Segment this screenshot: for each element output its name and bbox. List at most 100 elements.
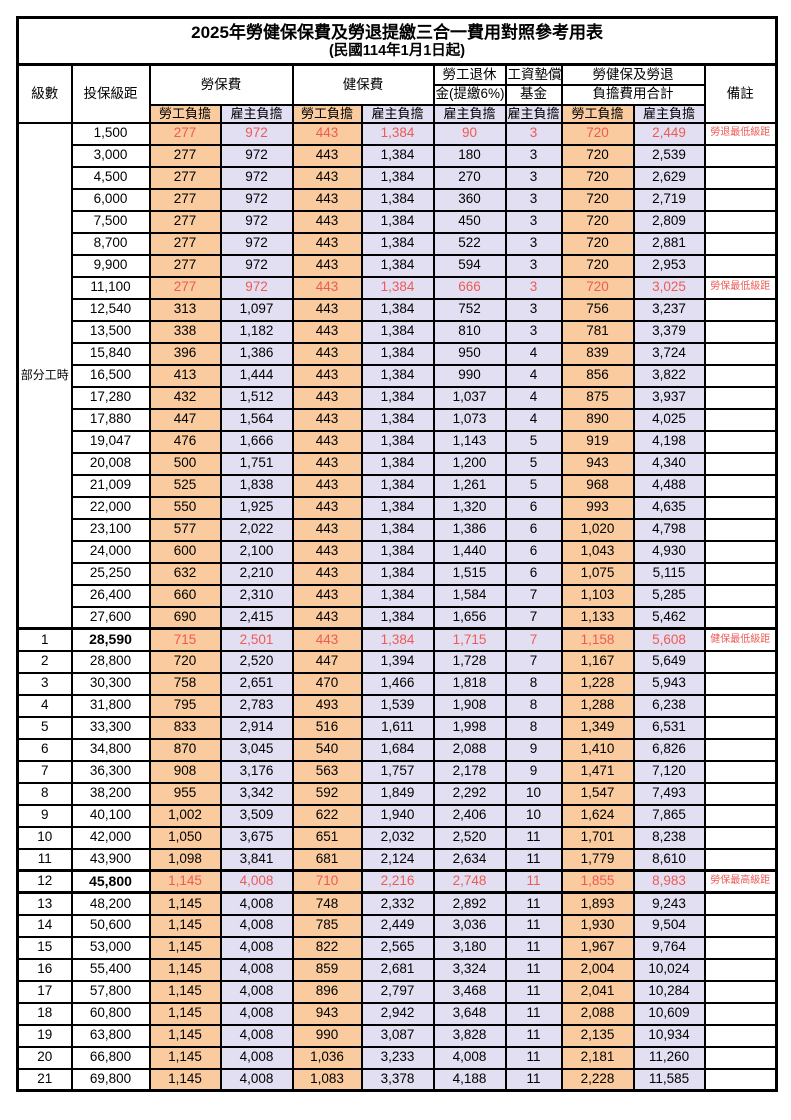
- cell-pension-employer: 3,180: [432, 935, 507, 960]
- cell-pension-employer: 2,520: [432, 825, 507, 850]
- cell-level: 3: [16, 671, 73, 696]
- cell-wage-fund-employer: 5: [504, 473, 563, 498]
- cell-health-employee: 822: [291, 935, 363, 960]
- table-row: 16,500 413 1,444 443 1,384 990 4 856 3,822: [18, 363, 778, 388]
- cell-labor-employee: 600: [148, 539, 222, 564]
- cell-labor-employer: 2,520: [219, 649, 294, 674]
- cell-insured-bracket: 34,800: [70, 737, 151, 762]
- table-row: 4,500 277 972 443 1,384 270 3 720 2,629: [18, 165, 778, 190]
- cell-remark: [703, 143, 778, 168]
- cell-pension-employer: 3,828: [432, 1023, 507, 1048]
- cell-total-employer: 5,649: [632, 649, 706, 674]
- cell-pension-employer: 2,892: [432, 891, 507, 916]
- cell-wage-fund-employer: 3: [504, 165, 563, 190]
- page-subtitle: (民國114年1月1日起): [328, 42, 466, 59]
- col-header-level: 級數: [16, 63, 73, 124]
- table-row: 27,600 690 2,415 443 1,384 1,656 7 1,133 5,462: [18, 605, 778, 630]
- cell-labor-employer: 3,342: [219, 781, 294, 806]
- table-row: 26,400 660 2,310 443 1,384 1,584 7 1,103 5,285: [18, 583, 778, 608]
- cell-labor-employer: 1,386: [219, 341, 294, 366]
- cell-total-employer: 8,983: [632, 869, 706, 895]
- cell-total-employer: 3,724: [632, 341, 706, 366]
- cell-labor-employee: 1,145: [148, 891, 222, 916]
- cell-pension-employer: 1,261: [432, 473, 507, 498]
- cell-level: 20: [16, 1045, 73, 1070]
- cell-health-employee: 443: [291, 473, 363, 498]
- table-row: 24,000 600 2,100 443 1,384 1,440 6 1,043 4,930: [18, 539, 778, 564]
- cell-health-employee: 443: [291, 121, 363, 146]
- cell-total-employer: 6,238: [632, 693, 706, 718]
- cell-wage-fund-employer: 11: [504, 825, 563, 850]
- cell-health-employer: 1,384: [360, 143, 435, 168]
- cell-pension-employer: 1,073: [432, 407, 507, 432]
- cell-insured-bracket: 1,500: [70, 121, 151, 146]
- cell-total-employee: 856: [560, 363, 635, 388]
- cell-health-employer: 2,332: [360, 891, 435, 916]
- cell-total-employee: 1,167: [560, 649, 635, 674]
- cell-remark: [703, 319, 778, 344]
- cell-total-employer: 8,238: [632, 825, 706, 850]
- cell-level: 17: [16, 979, 73, 1004]
- cell-total-employee: 1,930: [560, 913, 635, 938]
- cell-remark: [703, 1001, 778, 1026]
- cell-remark: [703, 561, 778, 586]
- cell-total-employer: 7,865: [632, 803, 706, 828]
- cell-insured-bracket: 8,700: [70, 231, 151, 256]
- cell-total-employee: 720: [560, 165, 635, 190]
- table-row: 16 55,400 1,145 4,008 859 2,681 3,324 11 2,004 10…: [16, 957, 778, 982]
- cell-health-employee: 1,083: [291, 1067, 363, 1092]
- cell-labor-employee: 660: [148, 583, 222, 608]
- cell-wage-fund-employer: 8: [504, 715, 563, 740]
- cell-wage-fund-employer: 10: [504, 803, 563, 828]
- cell-total-employee: 720: [560, 121, 635, 146]
- cell-health-employer: 2,032: [360, 825, 435, 850]
- cell-total-employee: 720: [560, 253, 635, 278]
- cell-total-employee: 1,779: [560, 847, 635, 872]
- cell-total-employer: 10,024: [632, 957, 706, 982]
- cell-health-employer: 2,565: [360, 935, 435, 960]
- cell-labor-employee: 277: [148, 121, 222, 146]
- cell-health-employer: 1,384: [360, 517, 435, 542]
- table-row: 13,500 338 1,182 443 1,384 810 3 781 3,379: [18, 319, 778, 344]
- table-row: 20 66,800 1,145 4,008 1,036 3,233 4,008 11 2,181…: [16, 1045, 778, 1070]
- cell-total-employer: 5,608: [632, 627, 706, 652]
- cell-level: 15: [16, 935, 73, 960]
- cell-level: 6: [16, 737, 73, 762]
- table-row: 9,900 277 972 443 1,384 594 3 720 2,953: [18, 253, 778, 278]
- cell-remark: [703, 957, 778, 982]
- cell-total-employee: 756: [560, 297, 635, 322]
- cell-remark: [703, 297, 778, 322]
- cell-insured-bracket: 28,590: [70, 627, 151, 652]
- cell-total-employer: 5,462: [632, 605, 706, 630]
- cell-level: 12: [16, 869, 73, 895]
- cell-health-employer: 1,940: [360, 803, 435, 828]
- cell-wage-fund-employer: 6: [504, 495, 563, 520]
- table-row: 17,280 432 1,512 443 1,384 1,037 4 875 3,937: [18, 385, 778, 410]
- cell-health-employer: 1,384: [360, 121, 435, 146]
- cell-health-employee: 592: [291, 781, 363, 806]
- cell-total-employer: 4,340: [632, 451, 706, 476]
- cell-total-employee: 1,103: [560, 583, 635, 608]
- cell-health-employee: 443: [291, 363, 363, 388]
- cell-total-employer: 10,934: [632, 1023, 706, 1048]
- cell-labor-employee: 277: [148, 253, 222, 278]
- cell-total-employee: 720: [560, 187, 635, 212]
- cell-health-employee: 470: [291, 671, 363, 696]
- cell-remark: [703, 451, 778, 476]
- cell-total-employee: 1,855: [560, 869, 635, 895]
- table-row: 23,100 577 2,022 443 1,384 1,386 6 1,020 4,798: [18, 517, 778, 542]
- cell-total-employee: 919: [560, 429, 635, 454]
- cell-remark: [703, 187, 778, 212]
- cell-labor-employer: 2,501: [219, 627, 294, 652]
- cell-total-employee: 720: [560, 143, 635, 168]
- cell-labor-employer: 4,008: [219, 957, 294, 982]
- table-body: 部分工時 1,500 277 972 443 1,384 90 3 720 2,449 勞退最低級距…: [16, 121, 778, 1092]
- cell-health-employee: 943: [291, 1001, 363, 1026]
- cell-level: 10: [16, 825, 73, 850]
- cell-labor-employee: 577: [148, 517, 222, 542]
- cell-labor-employer: 3,045: [219, 737, 294, 762]
- cell-total-employee: 1,967: [560, 935, 635, 960]
- cell-labor-employer: 4,008: [219, 1023, 294, 1048]
- cell-health-employee: 990: [291, 1023, 363, 1048]
- cell-total-employee: 1,547: [560, 781, 635, 806]
